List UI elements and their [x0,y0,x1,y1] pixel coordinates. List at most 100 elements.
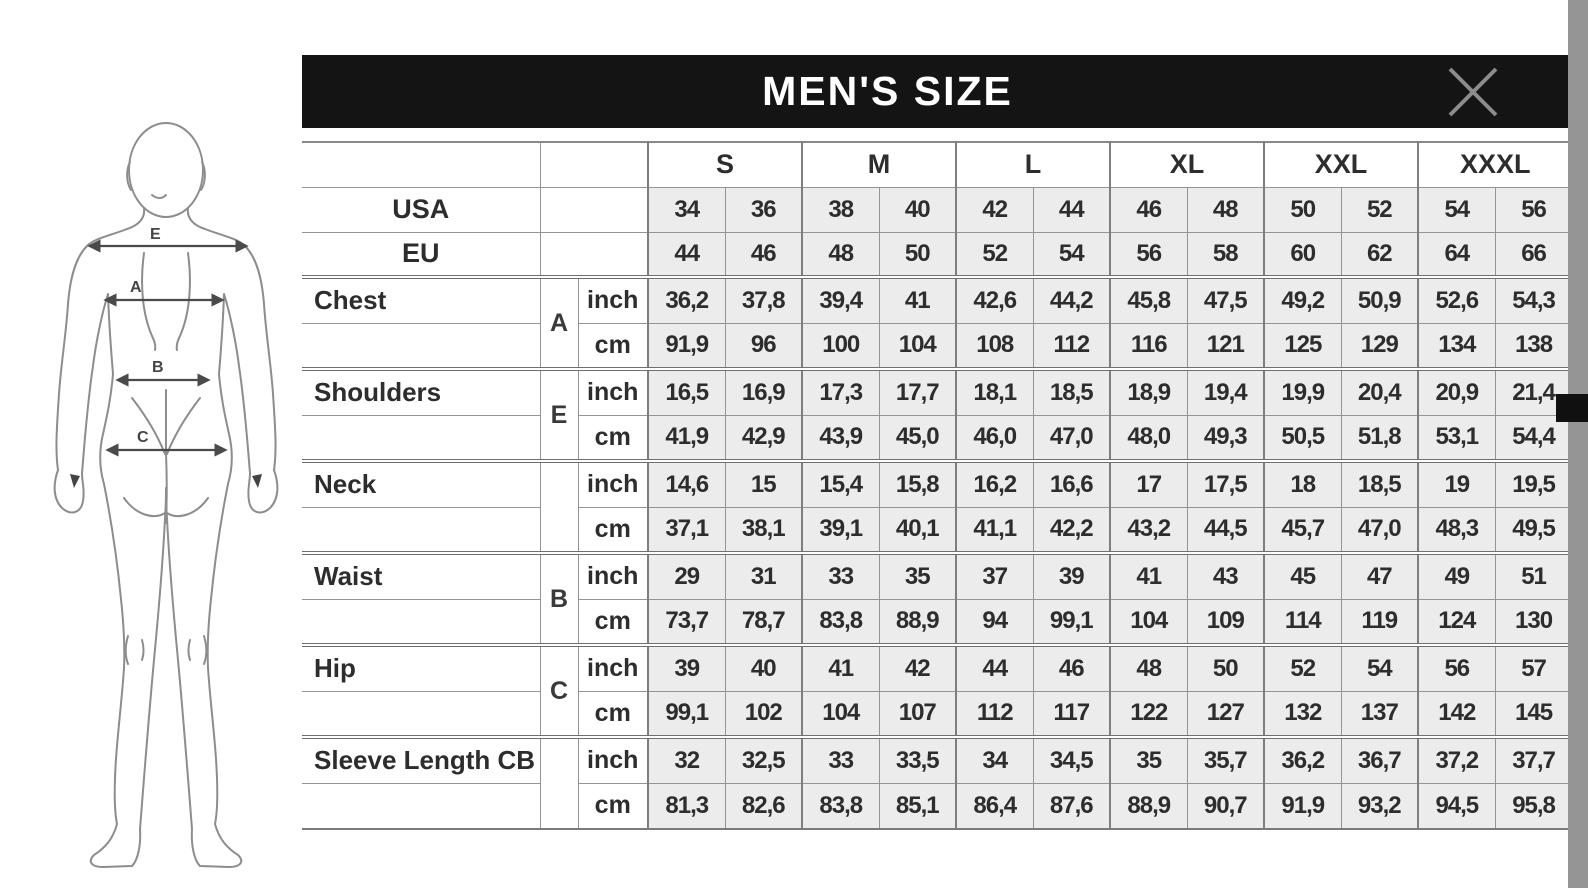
size-value: 112 [1032,322,1111,370]
size-value: 99,1 [647,690,726,738]
size-value: 83,8 [801,782,880,830]
size-value: 53,1 [1417,414,1496,462]
size-value: 47,5 [1186,275,1265,324]
size-value: 16,9 [724,367,803,416]
size-value: 42,2 [1032,506,1111,554]
measurement-row-cm: cm 81,3 82,6 83,8 85,1 86,4 87,6 88,9 90,7 91,9 93… [302,782,1573,830]
measurement-letter: A [539,275,579,370]
size-value: 36,7 [1340,735,1419,784]
usa-size: 38 [801,186,880,233]
size-value: 18,5 [1032,367,1111,416]
size-value: 19,4 [1186,367,1265,416]
measurement-letter [539,459,579,554]
size-value: 99,1 [1032,598,1111,646]
size-value: 37,1 [647,506,726,554]
size-value: 122 [1109,690,1188,738]
size-value: 16,2 [955,459,1034,508]
size-group-S: S [646,141,803,188]
spacer-cell [539,141,649,188]
usa-size: 46 [1109,186,1188,233]
size-value: 88,9 [1109,782,1188,830]
usa-size: 34 [647,186,726,233]
size-value: 50,9 [1340,275,1419,324]
measurement-row-inch: Neck inch 14,6 15 15,4 15,8 16,2 16,6 17 17,5 18 18… [302,459,1573,554]
spacer-cell [539,186,649,233]
measurement-letter: E [539,367,579,462]
measurement-row-cm: cm 41,9 42,9 43,9 45,0 46,0 47,0 48,0 49,3 50,5 51… [302,414,1573,462]
size-table: S M L XL XXL XXXL USA 34 36 38 40 [302,141,1573,830]
size-value: 116 [1109,322,1188,370]
measurement-letter: B [539,551,579,646]
size-group-L: L [955,141,1111,188]
size-value: 39 [1032,551,1111,600]
eu-size: 64 [1417,231,1496,278]
size-value: 44,2 [1032,275,1111,324]
size-value: 37,2 [1417,735,1496,784]
usa-size: 40 [878,186,957,233]
usa-size: 50 [1263,186,1342,233]
size-value: 87,6 [1032,782,1111,830]
unit-label-cm: cm [577,690,649,738]
measurement-label-empty [302,690,541,738]
size-value: 82,6 [724,782,803,830]
size-group-XL: XL [1109,141,1265,188]
size-value: 57 [1494,643,1573,692]
size-value: 35 [1109,735,1188,784]
size-value: 19 [1417,459,1496,508]
measurement-arrows [87,239,249,457]
size-value: 134 [1417,322,1496,370]
size-value: 37,8 [724,275,803,324]
measurement-label-empty [302,414,541,462]
size-value: 137 [1340,690,1419,738]
size-value: 39,4 [801,275,880,324]
size-value: 47 [1340,551,1419,600]
unit-label-inch: inch [577,735,649,784]
size-value: 42 [878,643,957,692]
size-value: 94 [955,598,1034,646]
size-value: 124 [1417,598,1496,646]
size-value: 40 [724,643,803,692]
size-value: 17,3 [801,367,880,416]
eu-size: 48 [801,231,880,278]
size-value: 32,5 [724,735,803,784]
arrow-letter-labels: E A B C [130,226,164,446]
size-value: 95,8 [1494,782,1573,830]
body-measurement-diagram: E A B C [53,122,279,868]
size-value: 50 [1186,643,1265,692]
eu-sizes-row: EU 44 46 48 50 52 54 56 58 60 62 64 66 [302,231,1573,278]
size-value: 17,7 [878,367,957,416]
size-value: 49,3 [1186,414,1265,462]
body-outline [53,122,279,868]
close-button[interactable] [1440,61,1506,123]
size-value: 18,9 [1109,367,1188,416]
size-value: 40,1 [878,506,957,554]
size-value: 83,8 [801,598,880,646]
size-value: 45,7 [1263,506,1342,554]
size-value: 86,4 [955,782,1034,830]
size-value: 18 [1263,459,1342,508]
size-value: 125 [1263,322,1342,370]
measurement-label-empty [302,782,541,830]
titlebar: MEN'S SIZE [302,55,1568,128]
size-value: 46,0 [955,414,1034,462]
right-edge-strip [1568,0,1588,888]
size-value: 102 [724,690,803,738]
size-value: 104 [878,322,957,370]
size-value: 39,1 [801,506,880,554]
size-value: 130 [1494,598,1573,646]
eu-size: 54 [1032,231,1111,278]
eu-size: 66 [1494,231,1573,278]
size-value: 45,0 [878,414,957,462]
size-value: 19,9 [1263,367,1342,416]
size-value: 15,8 [878,459,957,508]
size-value: 51,8 [1340,414,1419,462]
unit-label-inch: inch [577,367,649,416]
measurement-label-empty [302,322,541,370]
size-value: 73,7 [647,598,726,646]
size-value: 45,8 [1109,275,1188,324]
measurement-label: Sleeve Length CB [302,735,541,784]
unit-label-cm: cm [577,598,649,646]
